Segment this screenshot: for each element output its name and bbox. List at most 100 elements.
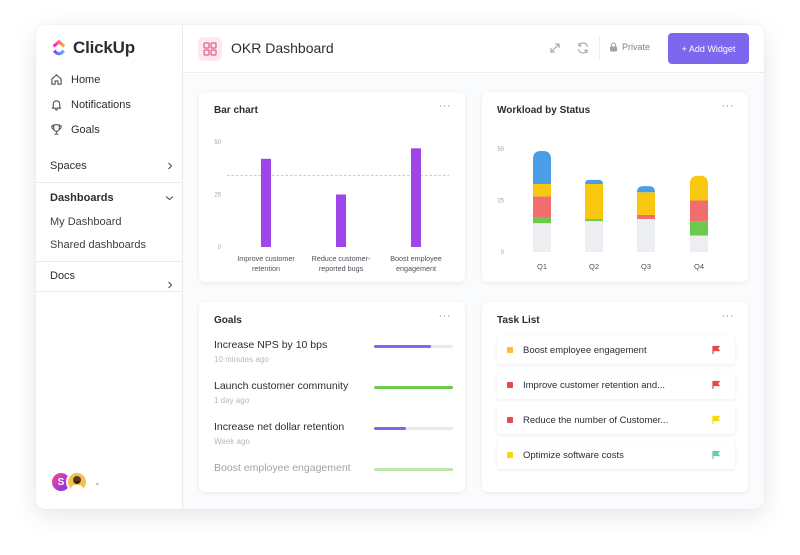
bar-segment bbox=[690, 235, 708, 252]
x-tick-label: engagement bbox=[396, 264, 436, 273]
goals-card: Goals ··· Increase NPS by 10 bps 10 minu… bbox=[199, 302, 465, 492]
task-status-dot bbox=[507, 417, 513, 423]
goal-progress-bar bbox=[374, 427, 453, 430]
sidebar-item-goals[interactable]: Goals bbox=[50, 123, 100, 136]
goal-name: Increase net dollar retention bbox=[214, 421, 345, 433]
sidebar-item-label: Notifications bbox=[71, 98, 131, 111]
y-tick-label: 50 bbox=[214, 140, 221, 146]
card-title: Bar chart bbox=[214, 105, 258, 116]
sidebar-divider bbox=[36, 182, 183, 183]
y-tick-label: 0 bbox=[218, 245, 222, 251]
sidebar-section-docs[interactable]: Docs bbox=[50, 270, 174, 294]
task-status-dot bbox=[507, 347, 513, 353]
more-options-icon[interactable]: ··· bbox=[721, 310, 734, 322]
card-title: Task List bbox=[497, 315, 540, 326]
goal-progress-fill bbox=[374, 468, 453, 471]
goal-item[interactable]: Increase NPS by 10 bps 10 minutes ago bbox=[214, 339, 459, 364]
workload-chart: 0 25 50 Q1 Q2 Q3 Q4 bbox=[497, 147, 708, 271]
goal-progress-bar bbox=[374, 468, 453, 471]
task-name: Reduce the number of Customer... bbox=[523, 414, 669, 426]
refresh-icon[interactable] bbox=[576, 41, 590, 55]
x-tick-label: Boost employee bbox=[390, 254, 442, 263]
chevron-right-icon bbox=[168, 162, 173, 170]
task-row[interactable]: Improve customer retention and... bbox=[497, 371, 735, 399]
goal-name: Boost employee engagement bbox=[214, 462, 351, 474]
sidebar-item-my-dashboard[interactable]: My Dashboard bbox=[50, 216, 122, 228]
y-tick-label: 25 bbox=[497, 199, 504, 205]
goal-item[interactable]: Increase net dollar retention Week ago bbox=[214, 421, 459, 446]
section-label: Dashboards bbox=[50, 192, 114, 204]
header: OKR Dashboard Private + Add Widget bbox=[183, 25, 764, 73]
task-name: Optimize software costs bbox=[523, 449, 624, 461]
bar-segment bbox=[637, 186, 655, 193]
y-tick-label: 50 bbox=[497, 147, 504, 153]
sidebar-item-notifications[interactable]: Notifications bbox=[50, 98, 131, 111]
bar bbox=[411, 148, 421, 247]
y-tick-label: 25 bbox=[214, 193, 221, 199]
workload-card: Workload by Status ··· 0 25 50 Q1 Q2 Q3 Q4 bbox=[482, 92, 748, 282]
bar-segment bbox=[585, 184, 603, 220]
chevron-down-icon bbox=[165, 196, 174, 201]
card-title: Workload by Status bbox=[497, 105, 591, 116]
brand-logo[interactable]: ClickUp bbox=[50, 38, 135, 58]
task-name: Boost employee engagement bbox=[523, 344, 647, 356]
sidebar-section-dashboards[interactable]: Dashboards bbox=[50, 192, 174, 204]
priority-flag-icon[interactable] bbox=[711, 450, 721, 460]
goal-progress-fill bbox=[374, 386, 453, 389]
sidebar-item-home[interactable]: Home bbox=[50, 73, 100, 86]
card-title: Goals bbox=[214, 315, 242, 326]
add-widget-button[interactable]: + Add Widget bbox=[668, 33, 749, 64]
x-tick-label: Improve customer bbox=[237, 254, 295, 263]
y-tick-label: 0 bbox=[501, 250, 505, 256]
sidebar-section-spaces[interactable]: Spaces bbox=[50, 160, 174, 172]
goal-time: 10 minutes ago bbox=[214, 355, 269, 364]
bar-segment bbox=[533, 216, 551, 224]
user-menu[interactable]: S ⌄ bbox=[50, 471, 101, 493]
privacy-toggle[interactable]: Private bbox=[609, 42, 650, 52]
task-status-dot bbox=[507, 452, 513, 458]
bar bbox=[336, 194, 346, 247]
chevron-down-icon: ⌄ bbox=[94, 477, 101, 487]
app-window: ClickUp Home Notifications Goals Spaces bbox=[36, 25, 764, 509]
goal-time: Week ago bbox=[214, 437, 250, 446]
priority-flag-icon[interactable] bbox=[711, 415, 721, 425]
bar-segment bbox=[533, 151, 551, 185]
goal-progress-bar bbox=[374, 345, 453, 348]
bar bbox=[261, 158, 271, 247]
sidebar-divider bbox=[36, 291, 183, 292]
priority-flag-icon[interactable] bbox=[711, 380, 721, 390]
home-icon bbox=[51, 74, 62, 85]
priority-flag-icon[interactable] bbox=[711, 345, 721, 355]
x-tick-label: Q3 bbox=[641, 262, 651, 271]
more-options-icon[interactable]: ··· bbox=[438, 310, 451, 322]
brand-name: ClickUp bbox=[73, 38, 135, 57]
bell-icon bbox=[51, 100, 62, 111]
expand-icon[interactable] bbox=[548, 41, 562, 55]
x-tick-label: Q1 bbox=[537, 262, 547, 271]
sidebar-item-label: Home bbox=[71, 73, 101, 86]
goal-item[interactable]: Boost employee engagement bbox=[214, 462, 459, 478]
person-icon bbox=[71, 476, 83, 491]
more-options-icon[interactable]: ··· bbox=[721, 100, 734, 112]
task-row[interactable]: Optimize software costs bbox=[497, 441, 735, 469]
bar-chart-card: Bar chart ··· 0 25 50 Improve customer reten… bbox=[199, 92, 465, 282]
clickup-logo-icon bbox=[52, 39, 66, 56]
bar-segment bbox=[690, 175, 708, 201]
more-options-icon[interactable]: ··· bbox=[438, 100, 451, 112]
task-list-card: Task List ··· Boost employee engagement … bbox=[482, 302, 748, 492]
goal-item[interactable]: Launch customer community 1 day ago bbox=[214, 380, 459, 405]
sidebar: ClickUp Home Notifications Goals Spaces bbox=[36, 25, 183, 509]
sidebar-item-label: Goals bbox=[71, 123, 100, 136]
sidebar-item-shared-dashboards[interactable]: Shared dashboards bbox=[50, 239, 147, 251]
sidebar-divider bbox=[36, 261, 183, 262]
section-label: Spaces bbox=[50, 160, 87, 172]
task-row[interactable]: Boost employee engagement bbox=[497, 336, 735, 364]
bar-segment bbox=[533, 196, 551, 217]
x-tick-label: Q4 bbox=[694, 262, 704, 271]
bar-segment bbox=[585, 219, 603, 222]
bar-segment bbox=[690, 200, 708, 222]
task-row[interactable]: Reduce the number of Customer... bbox=[497, 406, 735, 434]
trophy-icon bbox=[51, 124, 62, 135]
dashboard-content: Bar chart ··· 0 25 50 Improve customer reten… bbox=[183, 74, 764, 509]
